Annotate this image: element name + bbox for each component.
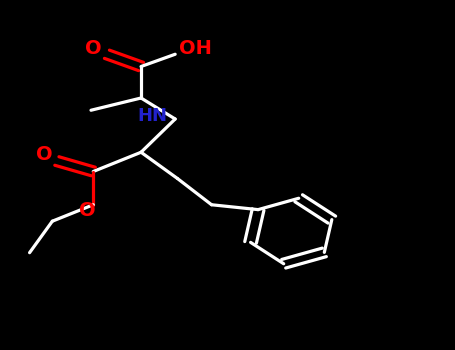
Text: HN: HN (137, 107, 167, 125)
Text: O: O (79, 201, 96, 219)
Text: OH: OH (179, 39, 212, 58)
Text: O: O (85, 39, 101, 58)
Text: O: O (36, 145, 52, 164)
